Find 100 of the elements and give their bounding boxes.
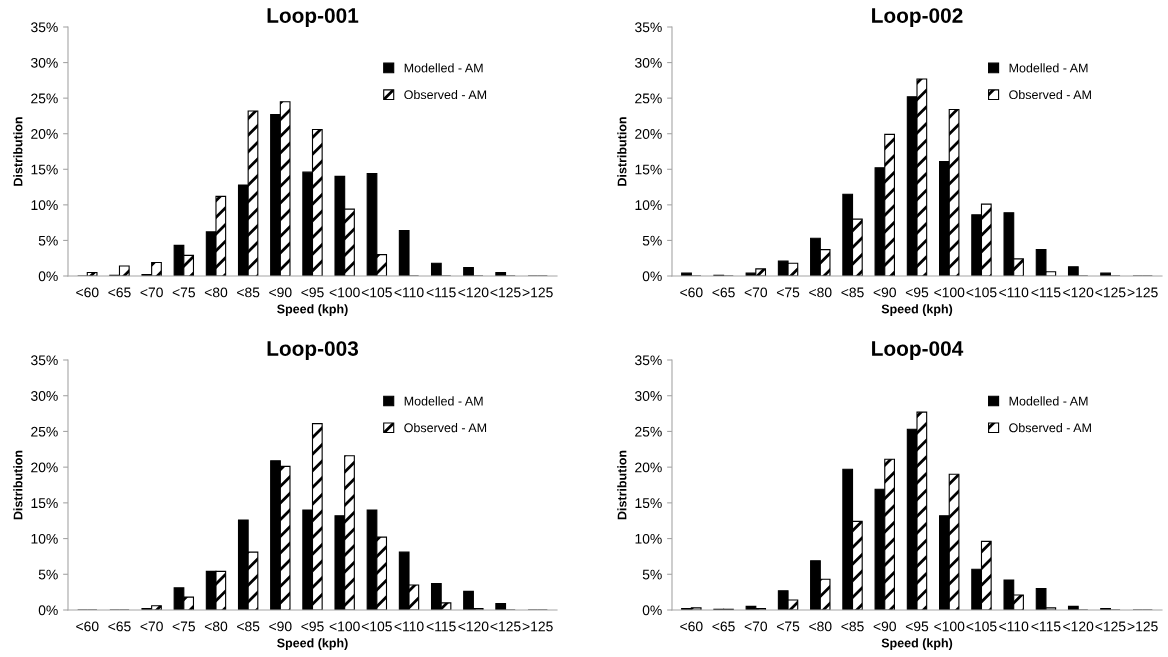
x-tick-label: <80 [204, 621, 228, 632]
y-tick-label: 0% [38, 271, 58, 282]
y-tick-label: 15% [635, 498, 662, 509]
legend-label: Observed - AM [1009, 423, 1091, 433]
chart-title: Loop-001 [267, 8, 359, 27]
x-tick-label: <90 [269, 287, 292, 298]
x-axis-title: Speed (kph) [881, 638, 953, 650]
x-tick-label: <95 [301, 621, 324, 632]
y-axis-title: Distribution [13, 450, 23, 520]
y-tick-label: 35% [31, 355, 58, 366]
x-tick-label: <85 [237, 621, 260, 632]
x-tick-label: <70 [744, 621, 768, 632]
x-tick-label: <60 [680, 621, 703, 632]
y-tick-label: 30% [31, 57, 58, 68]
x-tick-label: <85 [237, 287, 260, 298]
y-tick-label: 20% [635, 129, 662, 139]
x-tick-label: <125 [490, 287, 521, 298]
legend-label: Modelled - AM [404, 63, 483, 73]
x-tick-label: <95 [905, 621, 929, 632]
x-tick-label: <60 [76, 621, 99, 632]
chart-title: Loop-003 [267, 341, 359, 360]
chart-title: Loop-004 [872, 341, 964, 360]
y-tick-label: 10% [635, 200, 662, 211]
legend-label: Observed - AM [404, 89, 487, 100]
x-tick-label: <100 [934, 621, 965, 632]
y-tick-label: 15% [31, 498, 58, 509]
x-tick-label: <105 [361, 621, 392, 632]
legend-label: Observed - AM [404, 423, 487, 433]
x-tick-label: <125 [490, 621, 521, 632]
x-tick-label: <120 [458, 621, 489, 632]
y-tick-label: 0% [642, 271, 662, 282]
y-tick-label: 10% [635, 533, 662, 544]
y-tick-label: 5% [642, 235, 662, 246]
x-tick-label: <65 [108, 287, 131, 298]
x-tick-label: <60 [680, 287, 703, 298]
x-tick-label: <105 [966, 287, 997, 298]
x-tick-label: <80 [809, 621, 832, 632]
x-axis-title: Speed (kph) [881, 304, 953, 316]
y-tick-label: 15% [635, 164, 662, 175]
x-tick-label: >125 [522, 287, 553, 298]
x-tick-label: <125 [1095, 287, 1126, 298]
y-tick-label: 20% [31, 462, 58, 473]
y-tick-label: 10% [31, 200, 58, 211]
legend-label: Observed - AM [1009, 89, 1091, 100]
y-tick-label: 0% [642, 605, 662, 616]
y-tick-label: 5% [38, 235, 58, 246]
y-tick-label: 20% [31, 129, 58, 139]
x-tick-label: <65 [712, 287, 735, 298]
chart-title: Loop-002 [872, 8, 963, 27]
x-axis-title: Speed (kph) [277, 304, 348, 316]
x-tick-label: <95 [905, 287, 929, 298]
legend-label: Modelled - AM [404, 396, 483, 406]
y-tick-label: 25% [635, 426, 662, 437]
x-tick-label: <100 [329, 287, 360, 298]
x-tick-label: <105 [361, 287, 392, 298]
legend-label: Modelled - AM [1009, 63, 1088, 73]
x-tick-label: <115 [1031, 621, 1061, 632]
y-tick-label: 25% [635, 93, 662, 104]
x-tick-label: <90 [873, 287, 896, 298]
x-tick-label: <65 [108, 621, 131, 632]
x-tick-label: <110 [999, 621, 1029, 632]
y-tick-label: 20% [635, 462, 662, 473]
x-tick-label: <100 [329, 621, 360, 632]
y-tick-label: 0% [38, 605, 58, 616]
y-tick-label: 35% [635, 22, 662, 33]
y-tick-label: 5% [38, 569, 58, 580]
y-tick-label: 35% [635, 355, 662, 366]
y-tick-label: 35% [31, 22, 58, 33]
x-tick-label: <90 [269, 621, 292, 632]
x-tick-label: <85 [841, 621, 864, 632]
y-tick-label: 30% [31, 391, 58, 401]
x-tick-label: <75 [172, 287, 196, 298]
x-tick-label: <115 [426, 621, 456, 632]
y-tick-label: 25% [31, 426, 58, 437]
y-tick-label: 30% [635, 391, 662, 401]
y-tick-label: 5% [642, 569, 662, 580]
x-tick-label: <75 [172, 621, 196, 632]
x-tick-label: <115 [426, 287, 456, 298]
x-tick-label: <70 [140, 287, 163, 298]
x-tick-label: <85 [841, 287, 864, 298]
x-tick-label: <80 [204, 287, 228, 298]
legend-label: Modelled - AM [1009, 396, 1088, 406]
x-tick-label: <90 [873, 621, 896, 632]
x-tick-label: <110 [394, 621, 424, 632]
x-tick-label: >125 [522, 621, 553, 632]
x-tick-label: <105 [966, 621, 997, 632]
x-tick-label: <70 [140, 621, 163, 632]
y-axis-title: Distribution [617, 450, 627, 520]
x-axis-title: Speed (kph) [277, 638, 348, 650]
x-tick-label: >125 [1127, 287, 1158, 298]
x-tick-label: <100 [934, 287, 965, 298]
x-tick-label: <110 [394, 287, 424, 298]
y-tick-label: 10% [31, 533, 58, 544]
y-axis-title: Distribution [13, 117, 23, 186]
x-tick-label: >125 [1127, 621, 1158, 632]
x-tick-label: <65 [712, 621, 735, 632]
x-tick-label: <120 [458, 287, 489, 298]
x-tick-label: <125 [1095, 621, 1126, 632]
y-tick-label: 15% [31, 164, 58, 175]
x-tick-label: <75 [776, 287, 800, 298]
